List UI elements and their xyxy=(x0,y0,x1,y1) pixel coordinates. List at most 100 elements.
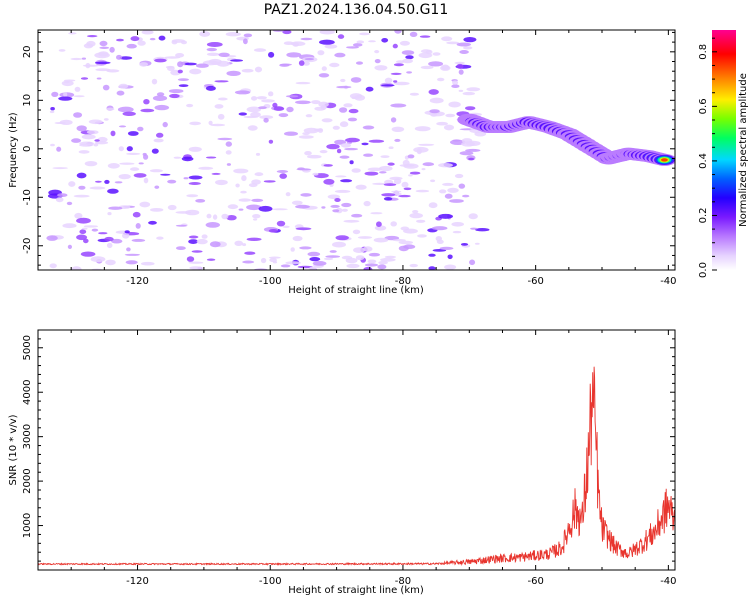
heatmap-cell xyxy=(173,156,181,159)
heatmap-cell xyxy=(413,146,429,153)
heatmap-cell xyxy=(392,239,406,242)
heatmap-cell xyxy=(340,143,351,148)
heatmap-cell xyxy=(107,188,119,194)
heatmap-cell xyxy=(339,107,348,113)
heatmap-cell xyxy=(343,219,360,223)
heatmap-cell xyxy=(330,204,340,208)
heatmap-cell xyxy=(286,106,294,113)
heatmap-cell xyxy=(307,154,322,159)
heatmap-cell xyxy=(52,167,68,170)
heatmap-cell xyxy=(76,172,87,179)
heatmap-cell xyxy=(143,177,149,184)
heatmap-cell xyxy=(95,180,102,183)
heatmap-cell xyxy=(133,173,147,178)
heatmap-cell xyxy=(380,155,390,159)
heatmap-cell xyxy=(438,213,453,219)
heatmap-cell xyxy=(399,40,410,46)
heatmap-cell xyxy=(78,150,90,154)
heatmap-cell xyxy=(259,115,274,120)
heatmap-cell xyxy=(429,109,440,114)
heatmap-cell xyxy=(135,223,141,229)
heatmap-cell xyxy=(122,111,136,117)
heatmap-cell xyxy=(205,85,216,91)
heatmap-cell xyxy=(452,230,462,234)
heatmap-cell xyxy=(226,215,237,221)
heatmap-cell xyxy=(156,92,165,97)
heatmap-cell xyxy=(261,99,275,103)
heatmap-cell xyxy=(188,261,204,264)
heatmap-cell xyxy=(251,198,264,202)
heatmap-cell xyxy=(51,91,59,97)
heatmap-cell xyxy=(356,61,363,65)
heatmap-cell xyxy=(335,235,349,241)
heatmap-cell xyxy=(67,244,72,249)
heatmap-cell xyxy=(99,40,108,47)
heatmap-cell xyxy=(439,189,447,194)
heatmap-cell xyxy=(188,239,199,245)
heatmap-cell xyxy=(459,50,469,54)
heatmap-cell xyxy=(93,143,99,147)
heatmap-cell xyxy=(140,108,155,113)
heatmap-cell xyxy=(225,141,232,147)
heatmap-cell xyxy=(370,212,383,215)
heatmap-cell xyxy=(238,112,247,116)
heatmap-cell xyxy=(246,204,262,211)
y-tick-label: 3000 xyxy=(22,424,33,449)
heatmap-cell xyxy=(124,230,130,234)
heatmap-cell xyxy=(258,205,273,212)
heatmap-area xyxy=(46,30,675,270)
heatmap-cell xyxy=(156,132,164,138)
heatmap-cell xyxy=(454,61,465,65)
heatmap-cell xyxy=(352,229,361,235)
heatmap-cell xyxy=(290,247,295,252)
heatmap-cell xyxy=(325,255,341,258)
heatmap-cell xyxy=(181,40,187,45)
heatmap-cell xyxy=(368,40,376,43)
heatmap-cell xyxy=(167,66,175,72)
heatmap-cell xyxy=(430,113,438,117)
heatmap-cell xyxy=(256,96,267,100)
heatmap-cell xyxy=(373,237,389,243)
heatmap-cell xyxy=(98,232,108,235)
heatmap-cell xyxy=(462,194,470,198)
heatmap-cell xyxy=(319,30,335,35)
heatmap-cell xyxy=(149,169,163,173)
heatmap-cell xyxy=(62,223,77,229)
heatmap-cell xyxy=(402,159,410,166)
heatmap-cell xyxy=(183,177,189,180)
heatmap-cell xyxy=(379,165,393,172)
heatmap-cell xyxy=(364,263,379,267)
heatmap-cell xyxy=(470,227,478,230)
heatmap-cell xyxy=(351,213,363,218)
heatmap-cell xyxy=(88,119,103,125)
heatmap-cell xyxy=(417,234,427,238)
heatmap-cell xyxy=(321,206,326,209)
heatmap-cell xyxy=(405,55,414,60)
heatmap-cell xyxy=(89,186,106,190)
heatmap-cell xyxy=(465,148,481,152)
heatmap-cell xyxy=(388,146,394,149)
heatmap-cell xyxy=(116,54,122,60)
heatmap-cell xyxy=(444,193,453,199)
heatmap-cell xyxy=(304,58,315,61)
heatmap-cell xyxy=(344,147,358,151)
heatmap-cell xyxy=(447,187,459,193)
heatmap-cell xyxy=(272,208,288,211)
heatmap-cell xyxy=(156,236,164,240)
heatmap-cell xyxy=(345,137,360,143)
heatmap-cell xyxy=(321,66,327,71)
heatmap-cell xyxy=(138,162,144,165)
heatmap-cell xyxy=(148,220,157,225)
heatmap-cell xyxy=(90,256,106,263)
heatmap-cell xyxy=(225,32,241,37)
heatmap-cell xyxy=(363,200,371,207)
heatmap-cell xyxy=(258,106,267,110)
heatmap-cell xyxy=(276,220,286,227)
heatmap-cell xyxy=(355,255,365,261)
heatmap-cell xyxy=(154,185,160,189)
heatmap-cell xyxy=(318,101,329,108)
heatmap-cell xyxy=(206,52,220,56)
heatmap-cell xyxy=(394,30,402,34)
heatmap-cell xyxy=(191,250,203,253)
